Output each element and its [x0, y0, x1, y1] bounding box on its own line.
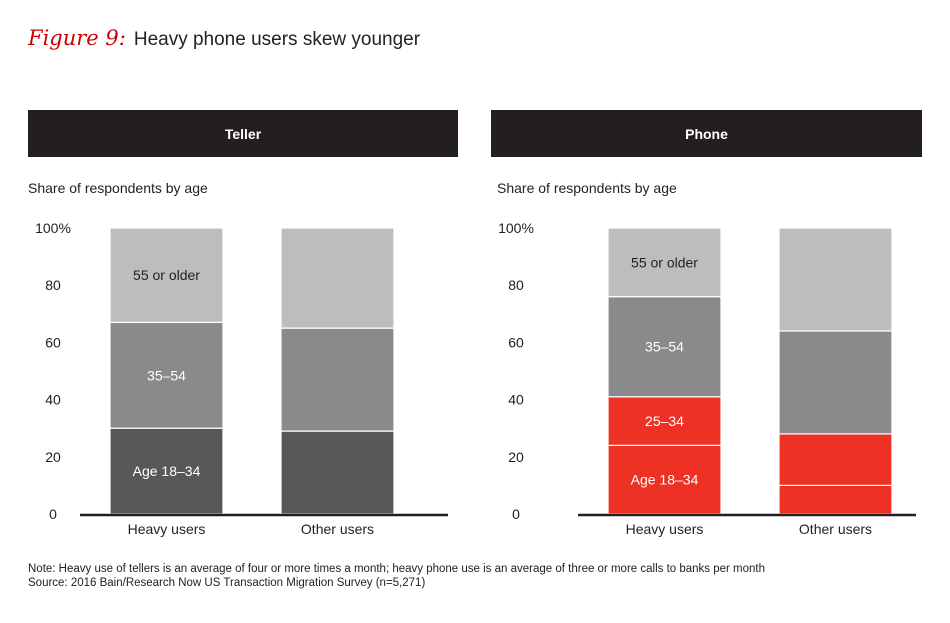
teller-segment-label: 35–54: [147, 367, 186, 383]
phone-y-tick-label: 60: [508, 334, 524, 350]
phone-segment-label: Age 18–34: [631, 472, 699, 488]
phone-y-tick-label: 100%: [498, 220, 534, 236]
teller-y-tick-label: 40: [45, 392, 61, 408]
teller-bar-segment: [280, 430, 395, 515]
phone-bar-segment: [607, 227, 722, 298]
teller-y-tick-label: 20: [45, 449, 61, 465]
teller-segment-label: Age 18–34: [133, 463, 201, 479]
phone-y-tick-label: 40: [508, 392, 524, 408]
teller-y-tick-label: 60: [45, 334, 61, 350]
phone-segment-label: 35–54: [645, 339, 684, 355]
source-text: Source: 2016 Bain/Research Now US Transa…: [28, 577, 426, 589]
panel-subtitle-teller: Share of respondents by age: [28, 180, 208, 196]
panel-header-phone: Phone: [491, 110, 922, 157]
phone-category-label: Other users: [799, 521, 872, 537]
phone-bar-segment: [778, 330, 893, 435]
figure-title-text: Heavy phone users skew younger: [133, 29, 421, 50]
figure-notes: Note: Heavy use of tellers is an average…: [28, 562, 765, 590]
phone-bar-segment: [778, 227, 893, 332]
teller-bar-segment: [109, 321, 224, 429]
phone-segment-label: 25–34: [645, 413, 684, 429]
figure-title: Figure 9: Heavy phone users skew younger: [28, 26, 420, 51]
phone-segment-label: 55 or older: [631, 254, 698, 270]
teller-y-tick-label: 80: [45, 277, 61, 293]
phone-y-tick-label: 0: [512, 506, 520, 522]
phone-bar-segment: [607, 396, 722, 446]
panel-header-teller-label: Teller: [224, 125, 262, 142]
phone-chart: 0 20 40 60 80 100% Age 18–34 25–34 35–54 55 or ol…: [498, 220, 916, 537]
phone-category-label: Heavy users: [626, 521, 704, 537]
phone-y-tick-label: 20: [508, 449, 524, 465]
teller-bar-segment: [109, 427, 224, 515]
teller-y-tick-label: 0: [49, 506, 57, 522]
teller-category-label: Other users: [301, 521, 374, 537]
teller-category-label: Heavy users: [128, 521, 206, 537]
teller-bar-segment: [280, 327, 395, 432]
teller-segment-label: 55 or older: [133, 267, 200, 283]
panel-subtitle-phone: Share of respondents by age: [497, 180, 677, 196]
panel-header-phone-label: Phone: [685, 125, 728, 142]
phone-y-tick-label: 80: [508, 277, 524, 293]
note-text: Note: Heavy use of tellers is an average…: [28, 563, 766, 575]
teller-bar-segment: [280, 227, 395, 329]
teller-y-tick-label: 100%: [35, 220, 71, 236]
panel-header-teller: Teller: [28, 110, 458, 157]
phone-bar-segment: [607, 296, 722, 398]
figure-label: Figure 9:: [28, 26, 126, 50]
teller-bar-segment: [109, 227, 224, 323]
phone-bar-segment: [778, 433, 893, 486]
phone-bar-segment: [778, 484, 893, 515]
phone-bar-segment: [607, 444, 722, 515]
teller-chart: 0 20 40 60 80 100% Age 18–34 35–54 55 or older He…: [35, 220, 448, 537]
